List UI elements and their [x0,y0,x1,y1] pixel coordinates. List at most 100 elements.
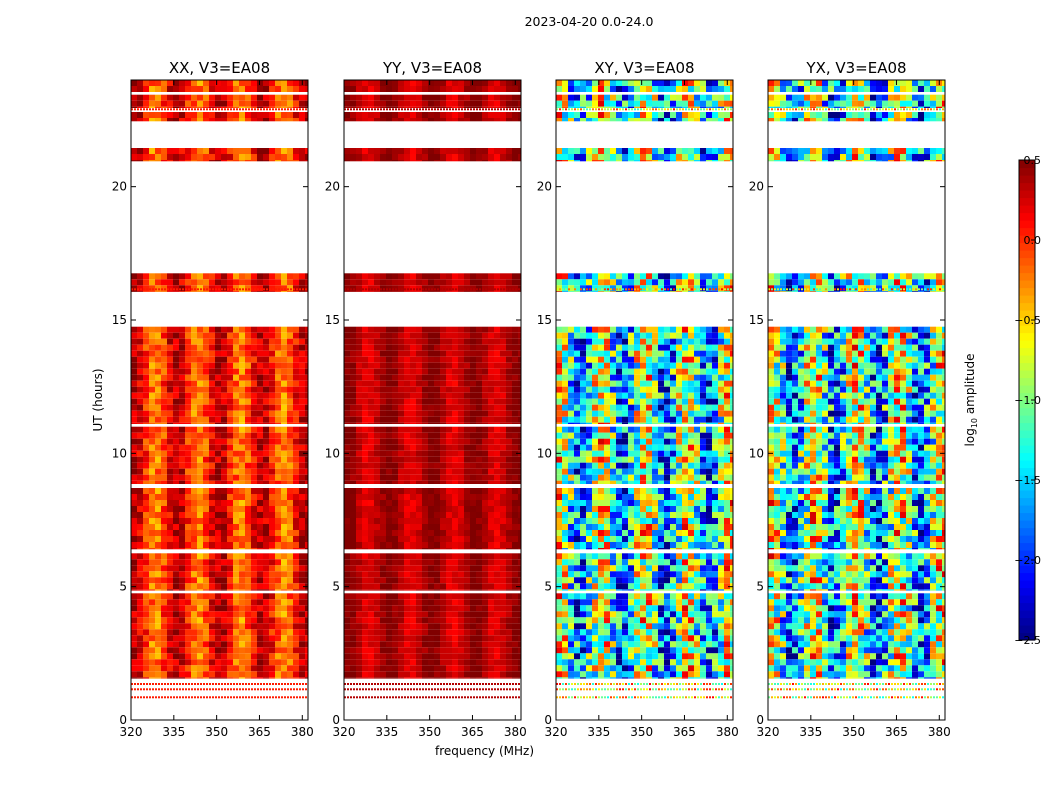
heatmap-cell [494,665,500,672]
heatmap-cell [191,426,197,433]
heatmap-cell [482,542,488,548]
sparse-cell [401,696,403,699]
heatmap-cell [470,338,476,345]
heatmap-cell [476,160,482,162]
heatmap-cell [398,494,404,500]
heatmap-cell [380,593,386,600]
sparse-cell [503,696,505,699]
heatmap-cell [416,398,422,405]
heatmap-cell [191,94,197,101]
heatmap-cell [374,344,380,351]
sparse-cell [251,108,253,111]
heatmap-cell [239,589,245,591]
heatmap-cell [476,677,482,679]
heatmap-cell [305,404,308,411]
heatmap-cell [221,571,227,578]
heatmap-cell [476,542,482,548]
heatmap-cell [137,583,143,590]
heatmap-cell [458,635,464,642]
heatmap-cell [209,530,215,536]
heatmap-cell [494,273,500,280]
heatmap-cell [392,617,398,624]
heatmap-cell [446,577,452,584]
heatmap-cell [215,148,221,154]
heatmap-cell [458,559,464,566]
heatmap-cell [305,653,308,660]
heatmap-cell [482,416,488,423]
heatmap-cell [173,593,179,600]
heatmap-cell [356,326,362,333]
heatmap-cell [482,641,488,648]
heatmap-cell [299,422,305,424]
heatmap-cell [299,635,305,642]
heatmap-cell [434,432,440,439]
heatmap-cell [458,536,464,542]
heatmap-cell [404,494,410,500]
heatmap-cell [143,450,149,457]
heatmap-cell [392,350,398,357]
heatmap-cell [167,548,173,550]
heatmap-cell [368,338,374,345]
heatmap-cell [374,506,380,512]
heatmap-cell [410,671,416,678]
heatmap-cell [293,279,299,286]
heatmap-cell [494,468,500,475]
heatmap-cell [257,611,263,618]
heatmap-cell [386,653,392,660]
heatmap-cell [386,86,392,92]
heatmap-cell [305,462,308,469]
heatmap-cell [173,86,179,92]
heatmap-cell [344,404,350,411]
heatmap-cell [281,518,287,524]
heatmap-cell [410,438,416,445]
heatmap-cell [386,94,392,101]
heatmap-cell [149,559,155,566]
sparse-cell [251,688,253,691]
sparse-cell [209,688,211,691]
heatmap-cell [131,100,137,107]
heatmap-cell [518,571,521,578]
heatmap-cell [482,106,488,108]
heatmap-cell [410,629,416,636]
heatmap-cell [380,611,386,618]
heatmap-cell [386,332,392,339]
heatmap-cell [275,432,281,439]
heatmap-cell [344,112,350,118]
heatmap-cell [422,536,428,542]
sparse-cell [275,688,277,691]
heatmap-cell [458,426,464,433]
heatmap-cell [167,422,173,424]
heatmap-cell [143,392,149,399]
heatmap-cell [374,635,380,642]
heatmap-cell [287,583,293,590]
heatmap-cell [263,611,269,618]
heatmap-cell [197,374,203,381]
heatmap-cell [440,548,446,550]
heatmap-cell [494,671,500,678]
heatmap-cell [458,593,464,600]
heatmap-cell [434,154,440,160]
heatmap-cell [458,374,464,381]
heatmap-cell [362,80,368,86]
heatmap-cell [269,524,275,530]
heatmap-cell [161,404,167,411]
heatmap-cell [203,635,209,642]
sparse-cell [446,683,448,685]
heatmap-cell [155,100,161,107]
heatmap-cell [275,653,281,660]
heatmap-cell [185,398,191,405]
heatmap-cell [281,392,287,399]
heatmap-cell [167,647,173,654]
heatmap-cell [263,118,269,122]
heatmap-cell [368,565,374,572]
heatmap-cell [470,279,476,286]
heatmap-cell [287,118,293,122]
heatmap-cell [416,410,422,417]
heatmap-cell [410,432,416,439]
heatmap-cell [428,462,434,469]
heatmap-cell [167,536,173,542]
heatmap-cell [464,659,470,666]
heatmap-cell [386,605,392,612]
heatmap-cell [275,106,281,108]
sparse-cell [248,108,250,111]
